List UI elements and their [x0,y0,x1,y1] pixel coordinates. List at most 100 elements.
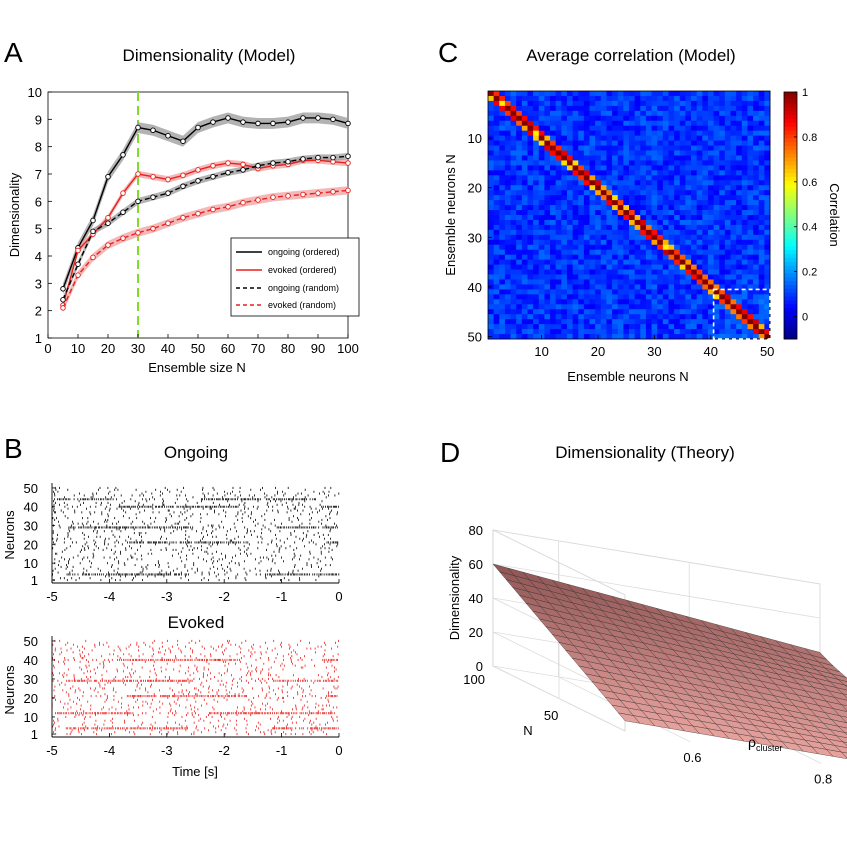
heatmap-cell [736,125,743,132]
heatmap-cell [499,294,506,300]
heatmap-cell [583,274,590,280]
heatmap-cell [595,259,602,265]
heatmap-cell [606,130,613,137]
colorbar-step [784,327,797,332]
heatmap-cell [538,100,545,107]
heatmap-cell [736,95,743,102]
heatmap-cell [499,150,506,156]
data-point [180,183,186,190]
heatmap-cell [600,195,607,201]
heatmap-cell [730,294,737,300]
chart-b2-xlabel: Time [s] [172,764,218,779]
heatmap-cell [629,91,636,97]
heatmap-cell [668,324,675,330]
heatmap-cell [555,200,562,206]
heatmap-cell [606,234,613,241]
heatmap-cell [645,294,652,300]
heatmap-cell [617,249,624,256]
colorbar-step [784,292,797,298]
colorbar-step [784,234,797,240]
heatmap-cell [521,95,528,102]
heatmap-cell [685,165,692,171]
heatmap-cell [612,95,619,102]
heatmap-cell [527,279,534,285]
heatmap-cell [510,175,517,181]
heatmap-cell [538,304,545,310]
heatmap-cell [566,140,573,146]
heatmap-cell [674,140,681,146]
heatmap-cell [504,219,511,226]
heatmap-cell [550,259,557,265]
heatmap-cell [488,145,495,151]
heatmap-cell [764,304,771,310]
heatmap-cell [600,130,607,137]
heatmap-cell [724,180,731,186]
data-point [75,247,81,254]
heatmap-cell [600,309,607,315]
heatmap-cell [668,299,675,305]
heatmap-cell [741,145,748,151]
heatmap-cell [583,140,590,146]
heatmap-cell [691,155,698,161]
heatmap-cell [645,264,652,270]
heatmap-cell [589,304,596,310]
heatmap-cell [561,195,568,201]
heatmap-cell [606,105,613,112]
heatmap-cell [493,150,500,156]
heatmap-cell [645,170,652,176]
heatmap-cell [606,175,613,181]
heatmap-cell [533,289,540,295]
heatmap-cell [555,274,562,280]
heatmap-cell [493,180,500,186]
heatmap-cell [696,110,703,117]
heatmap-cell [544,200,551,206]
heatmap-cell [617,269,624,275]
heatmap-cell [685,294,692,300]
heatmap-cell [595,170,602,176]
heatmap-cell [719,100,726,107]
heatmap-cell [640,115,647,122]
heatmap-cell [617,319,624,325]
heatmap-cell [555,170,562,176]
heatmap-cell [668,145,675,151]
heatmap-cell [685,190,692,196]
heatmap-cell [679,91,686,97]
heatmap-cell [600,249,607,256]
heatmap-cell [595,110,602,117]
heatmap-cell [499,215,506,221]
heatmap-cell [702,100,709,107]
heatmap-cell [510,269,517,275]
heatmap-cell [645,150,652,156]
heatmap-cell [753,165,760,171]
heatmap-cell [741,140,748,146]
heatmap-cell [550,95,557,102]
heatmap-cell [504,329,511,335]
heatmap-cell [561,314,568,320]
heatmap-cell [521,269,528,275]
heatmap-cell [623,279,630,285]
heatmap-cell [583,334,590,340]
heatmap-cell [623,314,630,320]
heatmap-cell [521,210,528,216]
y-tick-label: 50 [468,330,482,345]
heatmap-cell [691,105,698,112]
heatmap-cell [516,304,523,310]
heatmap-cell [679,309,686,315]
heatmap-cell [685,234,692,241]
heatmap-cell [668,269,675,275]
heatmap-cell [629,190,636,196]
heatmap-cell [730,130,737,137]
heatmap-cell [713,110,720,117]
heatmap-cell [550,239,557,246]
heatmap-cell [595,210,602,216]
heatmap-cell [488,110,495,117]
heatmap-cell [566,175,573,181]
heatmap-cell [612,219,619,226]
heatmap-cell [696,254,703,261]
colorbar-step [784,223,797,228]
heatmap-cell [504,210,511,216]
heatmap-cell [538,190,545,196]
heatmap-cell [747,269,754,275]
heatmap-cell [555,244,562,251]
